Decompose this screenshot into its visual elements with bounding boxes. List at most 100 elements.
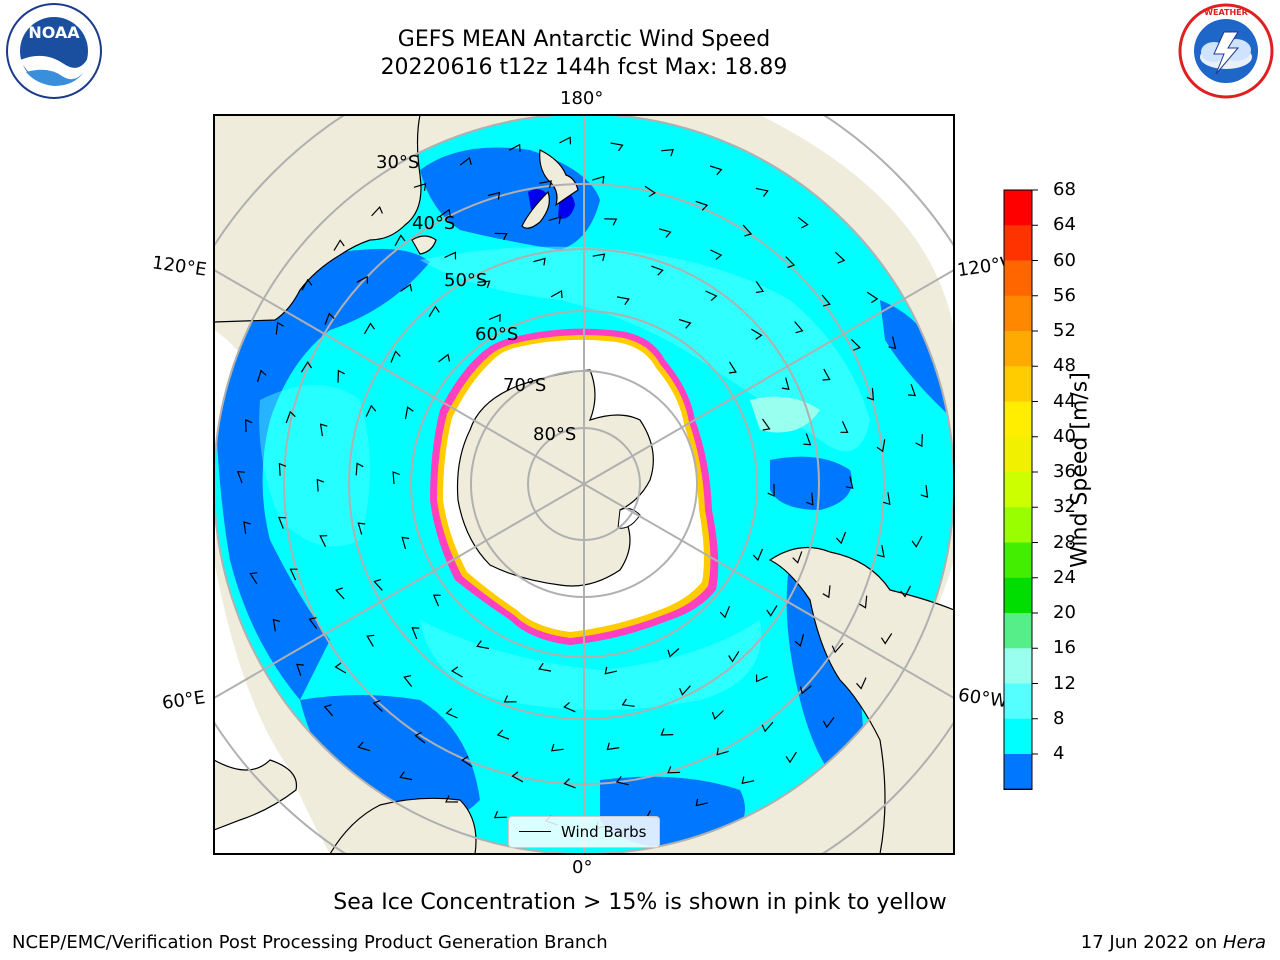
wind-barb xyxy=(373,578,383,591)
colorbar-segment xyxy=(1004,225,1032,261)
lat-label-60s: 60°S xyxy=(475,324,519,345)
wind-barb xyxy=(592,175,605,184)
wind-barb xyxy=(503,695,517,703)
wind-barb xyxy=(559,136,572,145)
wind-barb xyxy=(494,232,508,241)
chart-title-line2: 20220616 t12z 144h fcst Max: 18.89 xyxy=(380,55,788,80)
wind-barb xyxy=(365,404,377,417)
wind-barb xyxy=(762,418,771,431)
wind-barb xyxy=(243,521,251,534)
wind-barb xyxy=(394,234,406,247)
wind-barb xyxy=(615,776,629,786)
wind-barb xyxy=(366,634,375,647)
wind-barb xyxy=(610,142,624,152)
wind-barb xyxy=(900,585,912,598)
wind-barb xyxy=(755,187,769,197)
wind-barb xyxy=(300,360,313,373)
wind-barb xyxy=(411,627,420,640)
wind-barb xyxy=(604,666,618,675)
lat-label-70s: 70°S xyxy=(503,375,547,396)
map-frame xyxy=(213,114,955,855)
wind-barb xyxy=(392,471,400,485)
wind-barb xyxy=(488,313,501,322)
wind-barb xyxy=(356,275,369,284)
wind-barb xyxy=(323,704,334,717)
wind-barb xyxy=(831,642,844,654)
wind-barb xyxy=(792,551,803,564)
wind-barb xyxy=(245,418,253,432)
wind-barb xyxy=(533,257,546,266)
wind-barb xyxy=(797,216,809,229)
wind-barb xyxy=(695,798,709,807)
wind-barb xyxy=(487,191,501,200)
low-wind-region-northeast xyxy=(880,300,954,420)
wind-barb xyxy=(785,751,797,764)
moderate-wind-patch-south xyxy=(420,620,762,710)
colorbar-segment xyxy=(1004,577,1032,614)
wind-barb xyxy=(710,249,723,261)
wind-barb xyxy=(859,595,868,609)
wind-barb xyxy=(450,666,463,678)
wind-barb xyxy=(616,296,630,306)
colorbar-segment xyxy=(1004,613,1032,649)
wind-barb xyxy=(493,810,507,819)
wind-barb xyxy=(785,256,796,269)
wind-barb xyxy=(337,369,345,383)
wind-barb xyxy=(355,462,364,476)
footer-date: 17 Jun 2022 on Hera xyxy=(1081,932,1266,953)
wind-barb xyxy=(728,650,740,663)
wind-barb xyxy=(372,700,383,712)
wind-barb xyxy=(401,536,410,550)
colorbar-segment xyxy=(1004,542,1032,579)
wind-barb xyxy=(781,377,790,390)
australia xyxy=(214,115,422,323)
wind-barb xyxy=(400,283,413,292)
wind-barb xyxy=(249,572,258,585)
colorbar-tick-label: 8 xyxy=(1053,707,1065,729)
wind-barb xyxy=(850,338,861,351)
new-zealand-north xyxy=(539,149,579,207)
wind-barb xyxy=(711,710,724,720)
wind-barb xyxy=(390,350,401,363)
wind-barb xyxy=(822,585,831,599)
colorbar-tick-label: 68 xyxy=(1053,179,1076,200)
wind-barb xyxy=(256,369,267,383)
outer-ocean-ne xyxy=(760,115,954,330)
svg-text:WEATHER: WEATHER xyxy=(1204,8,1248,17)
wind-barb xyxy=(877,544,885,558)
colorbar-segment xyxy=(1004,190,1032,226)
legend-line xyxy=(519,831,551,832)
wind-barb xyxy=(432,594,441,607)
wind-barb xyxy=(621,698,635,707)
lon-label-180: 180° xyxy=(560,88,604,109)
map-legend: Wind Barbs xyxy=(508,816,660,848)
wind-barb xyxy=(821,294,831,307)
wind-barb xyxy=(333,239,345,251)
wind-barb xyxy=(719,605,731,619)
wind-barb xyxy=(606,742,620,751)
low-wind-region-southwest xyxy=(300,695,480,827)
wind-barb xyxy=(357,741,371,752)
wind-barb xyxy=(756,674,768,683)
colorbar-border xyxy=(1003,189,1033,790)
wind-barb xyxy=(741,776,755,785)
wind-barb xyxy=(755,281,765,294)
south-america xyxy=(768,546,954,854)
wind-barb xyxy=(404,406,414,420)
wind-barb xyxy=(880,633,893,645)
wind-barb xyxy=(709,165,723,176)
lon-label-0: 0° xyxy=(572,857,593,878)
wind-barb xyxy=(866,291,879,304)
new-zealand-south xyxy=(521,190,550,229)
colorbar-tick-label: 16 xyxy=(1053,637,1076,659)
colorbar-tick-label: 24 xyxy=(1053,566,1076,588)
wind-barb xyxy=(876,439,886,453)
colorbar-segment xyxy=(1004,718,1032,755)
wind-barb xyxy=(695,200,709,211)
colorbar-tick-label: 32 xyxy=(1053,496,1076,518)
colorbar-segment xyxy=(1004,754,1032,790)
chart-title-line1: GEFS MEAN Antarctic Wind Speed xyxy=(397,27,771,52)
wind-barb xyxy=(667,648,680,658)
wind-barb xyxy=(888,336,897,350)
